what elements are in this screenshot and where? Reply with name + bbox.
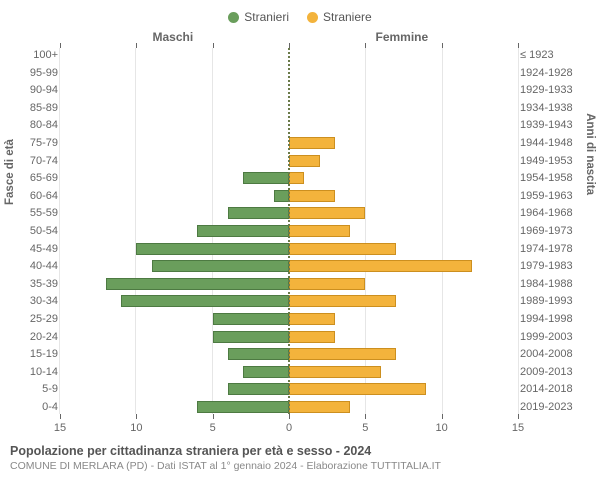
age-label: 10-14 <box>10 365 58 379</box>
bar-female <box>289 243 396 255</box>
age-label: 80-84 <box>10 118 58 132</box>
birth-label: 1959-1963 <box>520 189 590 203</box>
x-tick-label: 15 <box>54 422 66 434</box>
bar-male <box>228 348 289 360</box>
bar-male <box>136 243 289 255</box>
y-axis-labels-age: 100+ 95-99 90-94 85-89 80-84 75-79 70-74 65-69 6… <box>10 48 58 414</box>
bar-female <box>289 172 304 184</box>
chart-title: Popolazione per cittadinanza straniera p… <box>10 444 590 458</box>
age-label: 30-34 <box>10 294 58 308</box>
bar-female <box>289 190 335 202</box>
age-label: 70-74 <box>10 154 58 168</box>
birth-label: 1994-1998 <box>520 312 590 326</box>
bar-male <box>243 366 289 378</box>
footer: Popolazione per cittadinanza straniera p… <box>10 444 590 472</box>
birth-label: 1954-1958 <box>520 171 590 185</box>
bar-female <box>289 260 472 272</box>
bar-male <box>213 331 289 343</box>
x-tick-label: 10 <box>436 422 448 434</box>
birth-label: 2009-2013 <box>520 365 590 379</box>
x-tick-label: 10 <box>130 422 142 434</box>
x-tick-label: 5 <box>210 422 216 434</box>
bar-male <box>197 225 289 237</box>
age-label: 100+ <box>10 48 58 62</box>
bar-male <box>228 207 289 219</box>
bar-female <box>289 225 350 237</box>
age-label: 60-64 <box>10 189 58 203</box>
bar-female <box>289 295 396 307</box>
age-label: 15-19 <box>10 347 58 361</box>
bar-female <box>289 383 426 395</box>
birth-label: 1939-1943 <box>520 118 590 132</box>
column-header-male: Maschi <box>153 30 194 44</box>
tick-mark <box>518 414 519 419</box>
bar-female <box>289 137 335 149</box>
birth-label: 1934-1938 <box>520 101 590 115</box>
bar-male <box>243 172 289 184</box>
age-label: 45-49 <box>10 242 58 256</box>
age-label: 55-59 <box>10 206 58 220</box>
birth-label: 1929-1933 <box>520 83 590 97</box>
legend-swatch-male <box>228 12 239 23</box>
plot-area <box>60 48 518 414</box>
age-label: 95-99 <box>10 66 58 80</box>
bar-male <box>152 260 289 272</box>
bar-male <box>213 313 289 325</box>
legend-item-male: Stranieri <box>228 10 289 24</box>
bar-male <box>197 401 289 413</box>
birth-label: 1944-1948 <box>520 136 590 150</box>
bar-female <box>289 348 396 360</box>
age-label: 50-54 <box>10 224 58 238</box>
legend-item-female: Straniere <box>307 10 372 24</box>
legend: Stranieri Straniere <box>0 0 600 24</box>
column-header-female: Femmine <box>376 30 429 44</box>
bar-female <box>289 401 350 413</box>
bar-female <box>289 313 335 325</box>
birth-label: 1969-1973 <box>520 224 590 238</box>
age-label: 75-79 <box>10 136 58 150</box>
pyramid-chart: Maschi Femmine Fasce di età Anni di nasc… <box>10 30 590 440</box>
birth-label: 1999-2003 <box>520 330 590 344</box>
bar-male <box>228 383 289 395</box>
legend-label-male: Stranieri <box>244 10 289 24</box>
center-line <box>288 48 290 414</box>
age-label: 5-9 <box>10 382 58 396</box>
y-axis-labels-birth: ≤ 1923 1924-1928 1929-1933 1934-1938 1939-19… <box>520 48 590 414</box>
birth-label: 1984-1988 <box>520 277 590 291</box>
bar-male <box>274 190 289 202</box>
birth-label: ≤ 1923 <box>520 48 590 62</box>
birth-label: 1924-1928 <box>520 66 590 80</box>
birth-label: 2004-2008 <box>520 347 590 361</box>
x-tick-label: 0 <box>286 422 292 434</box>
birth-label: 2019-2023 <box>520 400 590 414</box>
age-label: 35-39 <box>10 277 58 291</box>
x-axis: 05510101515 <box>60 416 518 440</box>
birth-label: 2014-2018 <box>520 382 590 396</box>
gridline <box>518 48 519 414</box>
birth-label: 1949-1953 <box>520 154 590 168</box>
age-label: 0-4 <box>10 400 58 414</box>
bar-female <box>289 155 320 167</box>
birth-label: 1979-1983 <box>520 259 590 273</box>
bar-male <box>106 278 289 290</box>
birth-label: 1989-1993 <box>520 294 590 308</box>
chart-subtitle: COMUNE DI MERLARA (PD) - Dati ISTAT al 1… <box>10 460 590 472</box>
bar-female <box>289 207 365 219</box>
x-tick-label: 5 <box>362 422 368 434</box>
legend-label-female: Straniere <box>323 10 372 24</box>
bar-female <box>289 278 365 290</box>
x-tick-label: 15 <box>512 422 524 434</box>
age-label: 90-94 <box>10 83 58 97</box>
bar-male <box>121 295 289 307</box>
birth-label: 1964-1968 <box>520 206 590 220</box>
age-label: 85-89 <box>10 101 58 115</box>
age-label: 20-24 <box>10 330 58 344</box>
birth-label: 1974-1978 <box>520 242 590 256</box>
age-label: 25-29 <box>10 312 58 326</box>
bar-female <box>289 331 335 343</box>
age-label: 40-44 <box>10 259 58 273</box>
legend-swatch-female <box>307 12 318 23</box>
bar-female <box>289 366 381 378</box>
age-label: 65-69 <box>10 171 58 185</box>
